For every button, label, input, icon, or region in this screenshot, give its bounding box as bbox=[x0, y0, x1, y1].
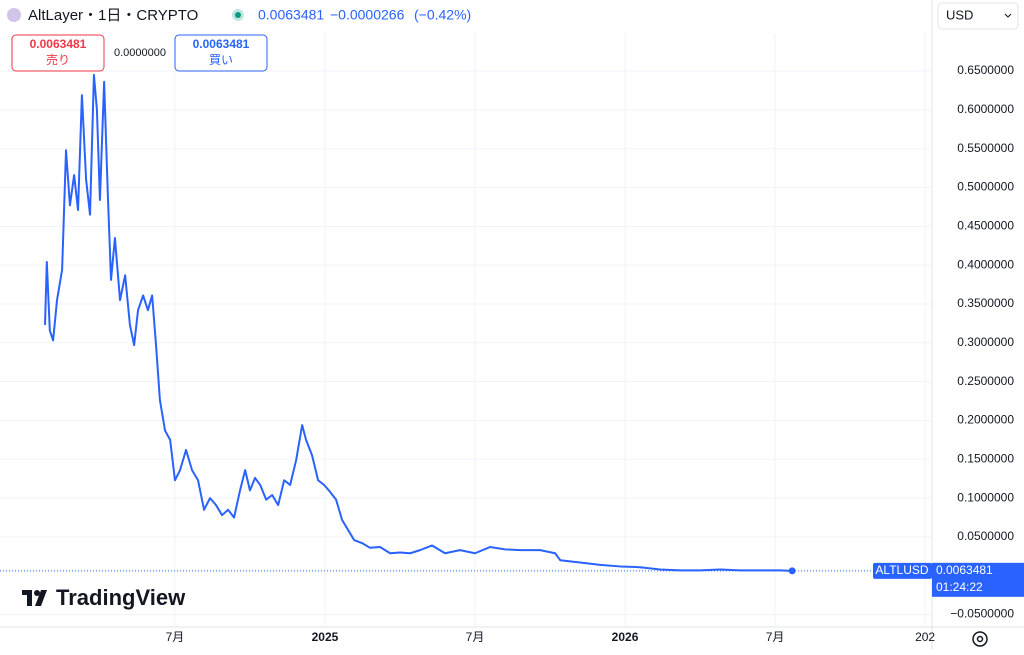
series-label-bg bbox=[873, 562, 932, 579]
y-tick-label: 0.3500000 bbox=[957, 296, 1014, 310]
y-tick-label: 0.5000000 bbox=[957, 180, 1014, 194]
x-tick-label: 7月 bbox=[166, 630, 185, 644]
status-dot bbox=[235, 12, 241, 18]
y-tick-label: 0.2000000 bbox=[957, 413, 1014, 427]
y-tick-label: 0.1500000 bbox=[957, 451, 1014, 465]
x-tick-label: 202 bbox=[915, 630, 935, 644]
series-label: ALTLUSD bbox=[875, 563, 928, 577]
y-tick-label: 0.1000000 bbox=[957, 490, 1014, 504]
x-tick-label: 7月 bbox=[766, 630, 785, 644]
y-tick-label: 0.0500000 bbox=[957, 529, 1014, 543]
y-tick-label: 0.2500000 bbox=[957, 374, 1014, 388]
settings-icon bbox=[976, 635, 984, 643]
y-tick-label: 0.6500000 bbox=[957, 63, 1014, 77]
y-tick-label: 0.5500000 bbox=[957, 141, 1014, 155]
currency-select[interactable] bbox=[937, 2, 1019, 30]
currency-label[interactable]: USD bbox=[946, 7, 973, 22]
buy-label[interactable]: 買い bbox=[209, 53, 233, 67]
countdown: 01:24:22 bbox=[936, 580, 983, 594]
price-label: 0.0063481 bbox=[936, 563, 993, 577]
y-tick-label: 0.4000000 bbox=[957, 257, 1014, 271]
sell-price[interactable]: 0.0063481 bbox=[30, 37, 87, 51]
y-tick-label: 0.3000000 bbox=[957, 335, 1014, 349]
brand: TradingView bbox=[56, 585, 186, 610]
x-tick-label: 2026 bbox=[612, 630, 639, 644]
x-tick-label: 7月 bbox=[466, 630, 485, 644]
spread: 0.0000000 bbox=[114, 47, 166, 59]
y-tick-label: 0.4500000 bbox=[957, 219, 1014, 233]
price-line bbox=[44, 73, 793, 572]
logo: TradingView bbox=[22, 585, 186, 610]
sell-label[interactable]: 売り bbox=[46, 52, 70, 67]
symbol-icon bbox=[7, 8, 21, 22]
logo-mark bbox=[34, 590, 40, 596]
symbol-title: AltLayer・1日・CRYPTO bbox=[28, 7, 198, 24]
settings-button[interactable] bbox=[972, 631, 988, 647]
buy-button[interactable] bbox=[174, 34, 268, 72]
dropdown-arrow bbox=[1004, 13, 1012, 18]
y-tick-label: −0.0500000 bbox=[950, 607, 1014, 621]
header-price: 0.0063481 bbox=[258, 7, 324, 23]
x-tick-label: 2025 bbox=[312, 630, 339, 644]
sell-button[interactable] bbox=[11, 34, 105, 72]
buy-price[interactable]: 0.0063481 bbox=[193, 37, 250, 51]
header-change-pct: (−0.42%) bbox=[414, 7, 471, 23]
price-label-bg bbox=[932, 562, 1024, 597]
last-point bbox=[788, 567, 796, 575]
y-tick-label: 0.6000000 bbox=[957, 102, 1014, 116]
header-change: −0.0000266 bbox=[330, 7, 405, 23]
logo-mark bbox=[22, 590, 47, 606]
